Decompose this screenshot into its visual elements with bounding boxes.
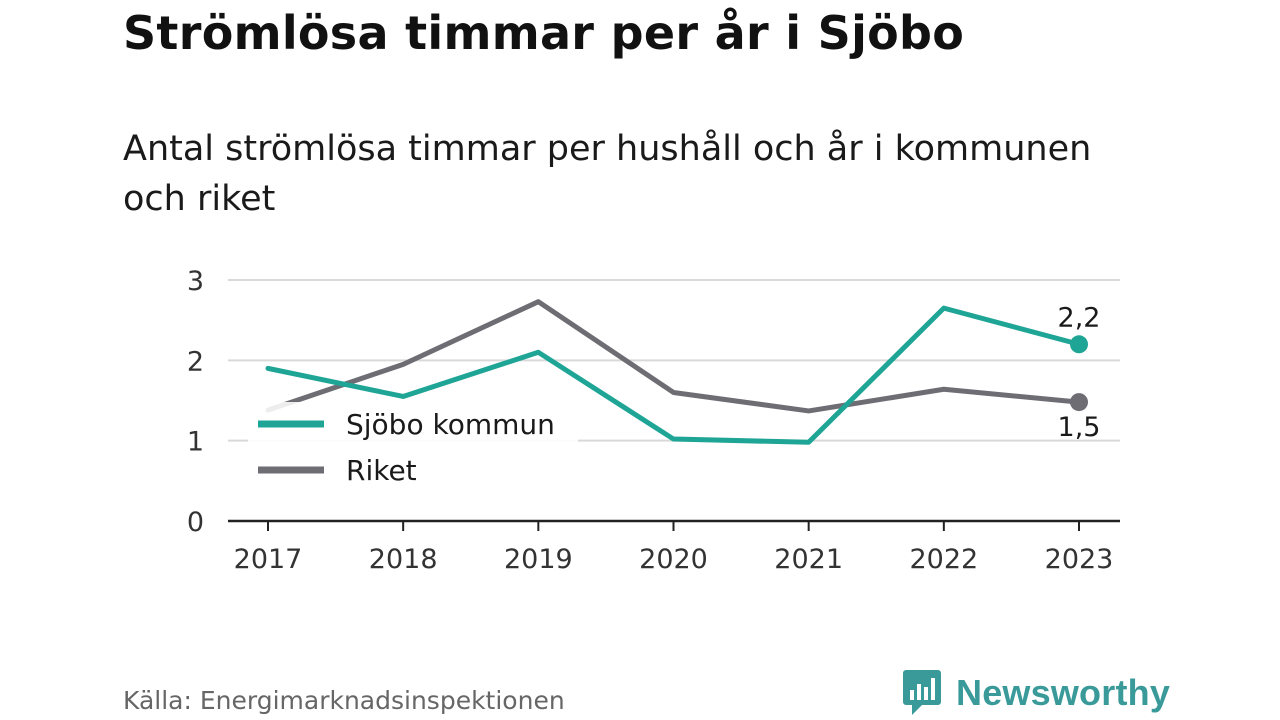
series-line-0	[265, 305, 1082, 445]
data-label-0: 2,2	[1058, 302, 1101, 333]
y-tick-label: 0	[187, 507, 204, 538]
x-tick-label: 2023	[1045, 544, 1114, 575]
x-tick-label: 2021	[774, 544, 843, 575]
legend: Sjöbo kommun Riket	[248, 402, 578, 494]
y-tick-label: 1	[187, 427, 204, 458]
chart-subtitle: Antal strömlösa timmar per hushåll och å…	[123, 129, 1092, 219]
x-tick-label: 2017	[234, 544, 303, 575]
x-axis: 2017 2018 2019 2020 2021 2022 2023	[228, 519, 1120, 575]
series-line-1	[265, 299, 1082, 414]
legend-background	[248, 402, 578, 494]
y-axis-ticks: 0 1 2 3	[187, 266, 204, 538]
source-note: Källa: Energimarknadsinspektionen	[123, 686, 565, 715]
x-tick-label: 2022	[909, 544, 978, 575]
series-lines	[265, 299, 1088, 445]
x-tick-label: 2018	[369, 544, 438, 575]
legend-label-1: Riket	[346, 454, 417, 487]
legend-label-0: Sjöbo kommun	[346, 408, 555, 441]
x-tick-label: 2019	[504, 544, 573, 575]
x-tick-label: 2020	[639, 544, 708, 575]
end-labels: 2,2 1,5	[1058, 302, 1101, 443]
data-label-1: 1,5	[1058, 412, 1101, 443]
y-tick-label: 2	[187, 346, 204, 377]
chart-title: Strömlösa timmar per år i Sjöbo	[123, 6, 965, 60]
end-point-0	[1070, 335, 1088, 354]
newsworthy-logo-icon	[903, 670, 941, 715]
end-point-1	[1070, 393, 1088, 412]
brand-name: Newsworthy	[956, 672, 1171, 713]
y-tick-label: 3	[187, 266, 204, 297]
brand-logo: Newsworthy	[902, 668, 1170, 718]
